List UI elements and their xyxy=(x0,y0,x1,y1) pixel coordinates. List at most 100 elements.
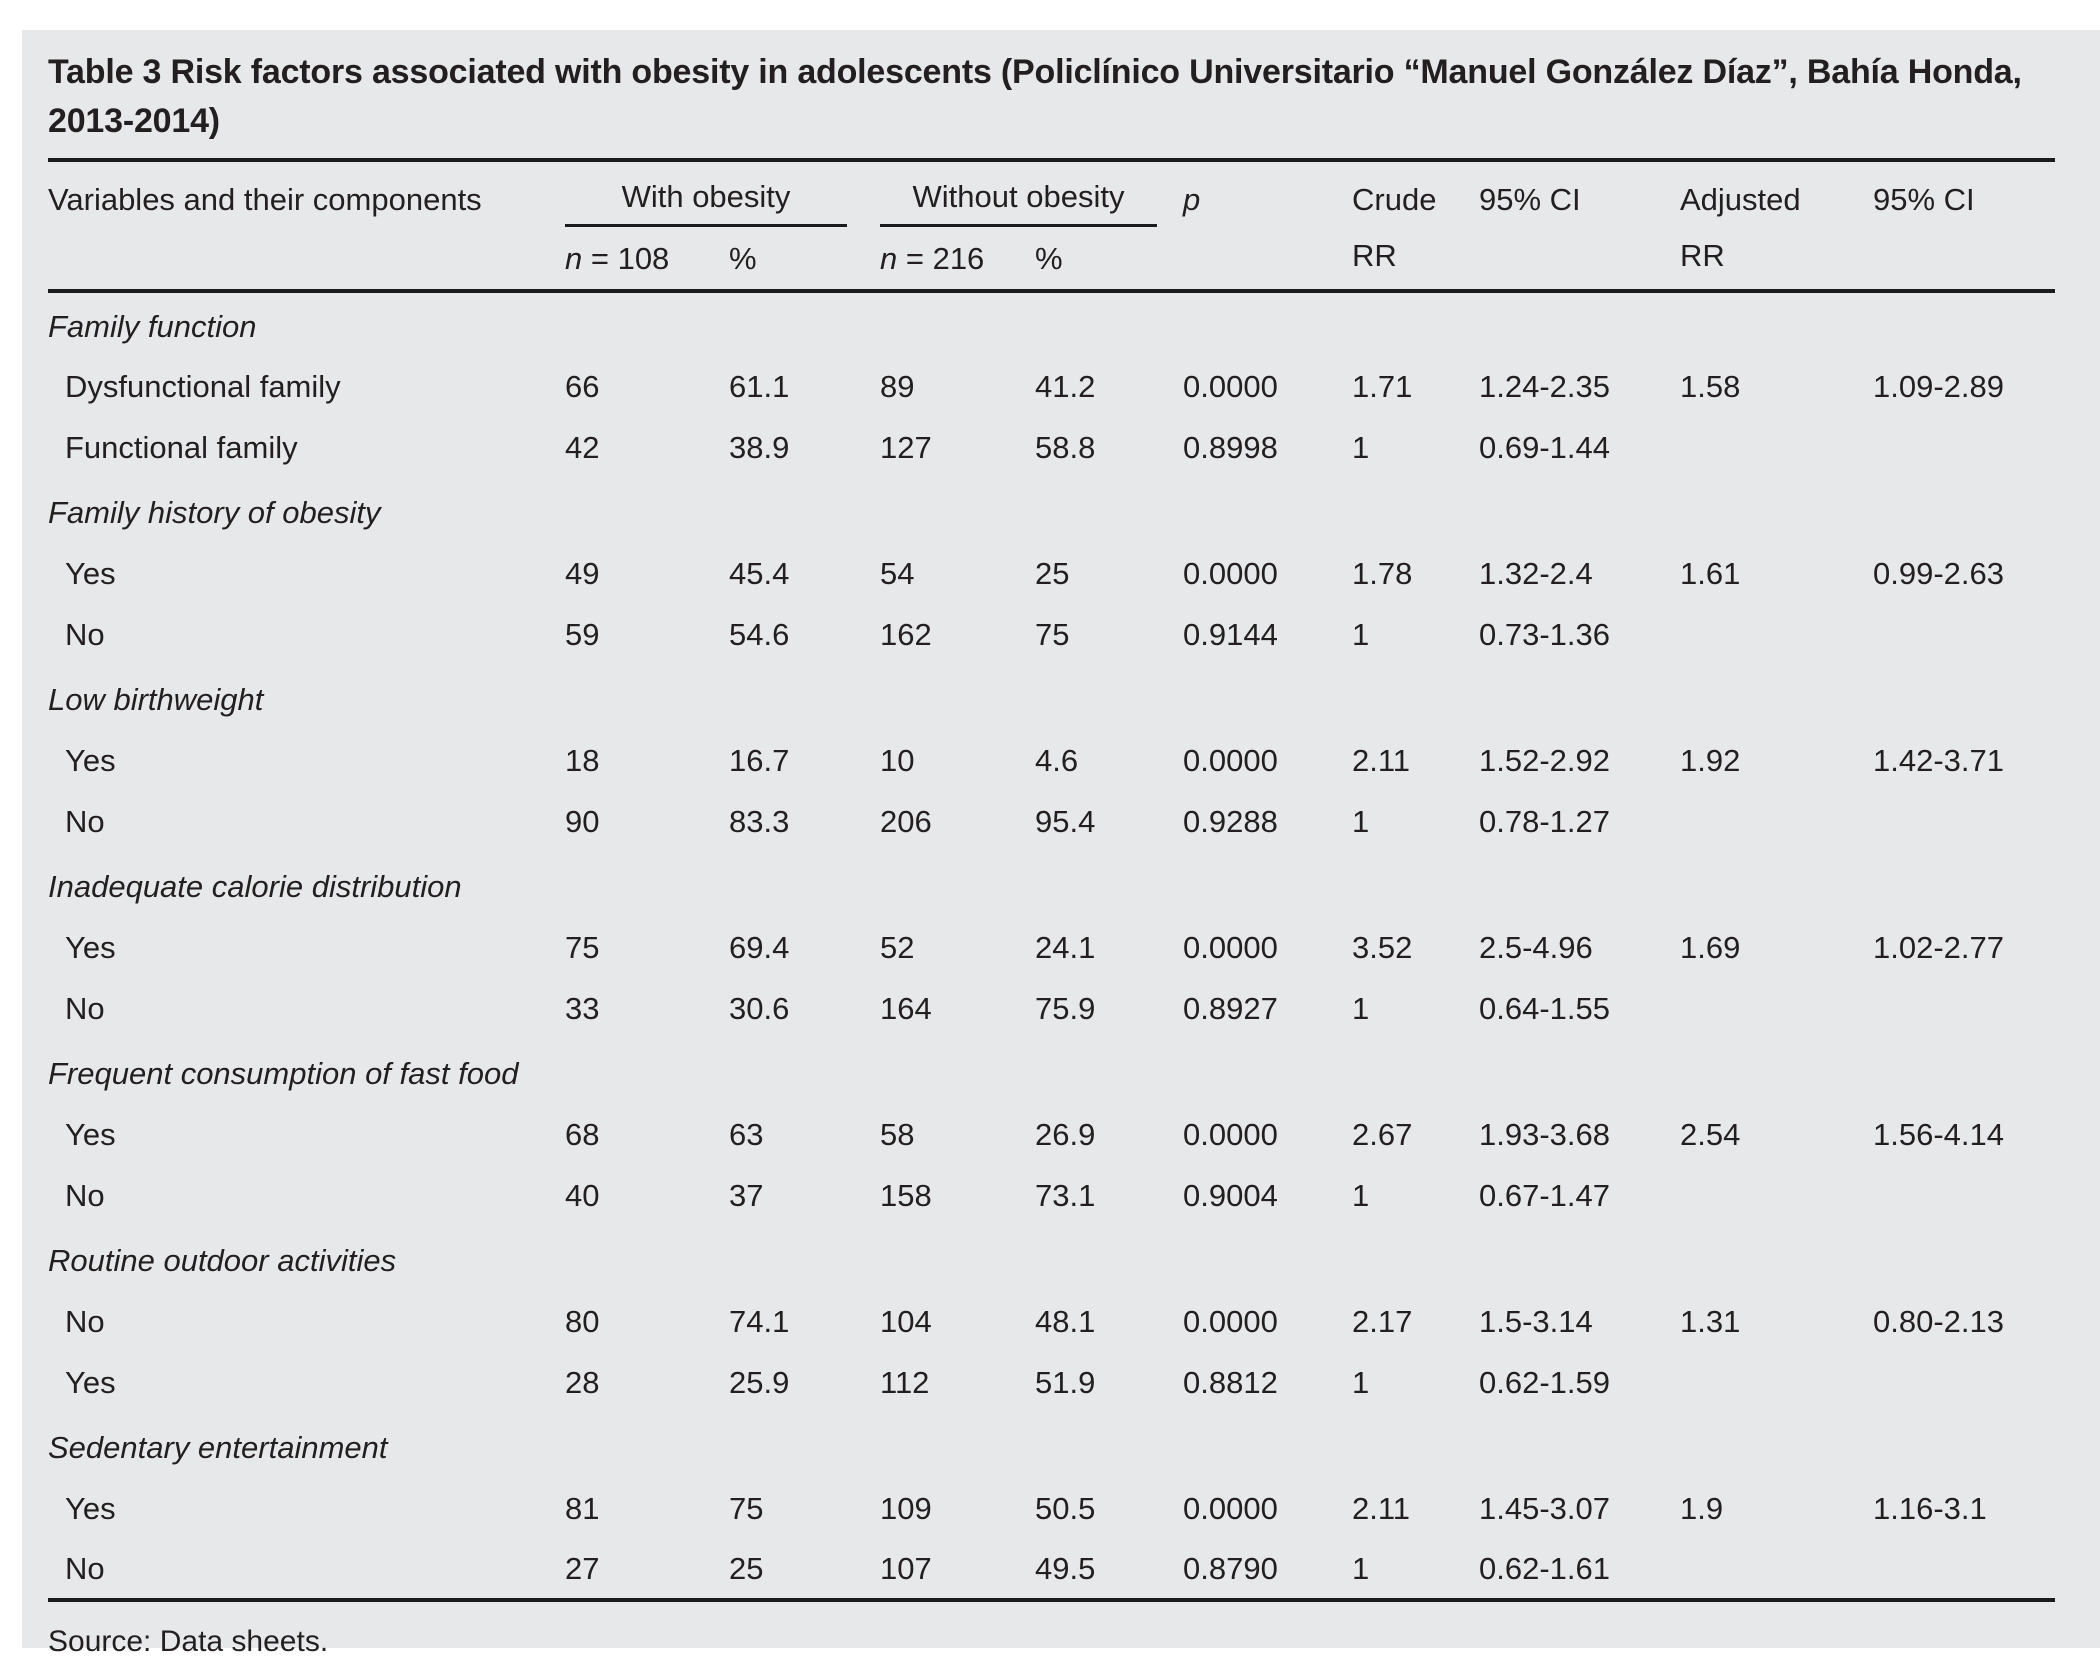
table-row: No 80 74.1 104 48.1 0.0000 2.17 1.5-3.14 1.31 0.8… xyxy=(48,1291,2055,1352)
cell-pct1: 54.6 xyxy=(729,616,790,652)
cell-p: 0.9288 xyxy=(1183,803,1278,839)
cell-p: 0.8790 xyxy=(1183,1550,1278,1586)
cell-pct2: 95.4 xyxy=(1035,803,1096,839)
cell-label: Functional family xyxy=(65,429,298,465)
cell-pct1: 37 xyxy=(729,1177,764,1213)
cell-pct2: 50.5 xyxy=(1035,1490,1096,1526)
col-header-adjusted-rr: Adjusted RR xyxy=(1680,160,1873,291)
cell-ci2: 1.16-3.1 xyxy=(1873,1490,1987,1526)
cell-crude: 1 xyxy=(1352,1550,1370,1586)
with-obesity-label: With obesity xyxy=(565,172,847,227)
cell-p: 0.0000 xyxy=(1183,368,1278,404)
adjusted-line1: Adjusted xyxy=(1680,182,1801,217)
cell-n1: 27 xyxy=(565,1550,600,1586)
table-body: Family function Dysfunctional family 66 61.… xyxy=(48,289,2055,1600)
cell-n1: 18 xyxy=(565,742,600,778)
table-row: Yes 18 16.7 10 4.6 0.0000 2.11 1.52-2.92 1.92 1.4… xyxy=(48,730,2055,791)
cell-p: 0.0000 xyxy=(1183,929,1278,965)
cell-pct2: 49.5 xyxy=(1035,1550,1096,1586)
without-obesity-label: Without obesity xyxy=(880,172,1157,227)
cell-label: No xyxy=(65,1177,105,1213)
cell-crude: 1 xyxy=(1352,429,1370,465)
cell-adj xyxy=(1680,1352,1873,1413)
section-row: Frequent consumption of fast food xyxy=(48,1039,2055,1104)
col-header-variables: Variables and their components xyxy=(48,182,482,217)
section-row: Inadequate calorie distribution xyxy=(48,852,2055,917)
cell-ci1: 1.5-3.14 xyxy=(1479,1303,1593,1339)
col-group-without-obesity: Without obesity xyxy=(880,160,1183,227)
cell-adj: 1.69 xyxy=(1680,929,1741,965)
cell-pct2: 41.2 xyxy=(1035,368,1096,404)
cell-ci1: 1.24-2.35 xyxy=(1479,368,1610,404)
cell-pct2: 25 xyxy=(1035,555,1070,591)
table-row: Functional family 42 38.9 127 58.8 0.8998 1 0.6… xyxy=(48,417,2055,478)
cell-n2: 107 xyxy=(880,1550,932,1586)
cell-pct2: 51.9 xyxy=(1035,1364,1096,1400)
cell-crude: 2.11 xyxy=(1352,1490,1411,1526)
section-label: Frequent consumption of fast food xyxy=(48,1055,519,1091)
cell-crude: 1.71 xyxy=(1352,368,1413,404)
section-row: Sedentary entertainment xyxy=(48,1413,2055,1478)
table-row: No 40 37 158 73.1 0.9004 1 0.67-1.47 xyxy=(48,1165,2055,1226)
cell-p: 0.0000 xyxy=(1183,555,1278,591)
cell-pct1: 38.9 xyxy=(729,429,790,465)
cell-ci2 xyxy=(1873,791,2055,852)
col-header-percent-without: % xyxy=(1035,241,1063,276)
cell-label: No xyxy=(65,990,105,1026)
cell-p: 0.9144 xyxy=(1183,616,1278,652)
cell-adj: 2.54 xyxy=(1680,1116,1741,1152)
cell-adj: 1.58 xyxy=(1680,368,1741,404)
cell-ci1: 0.64-1.55 xyxy=(1479,990,1610,1026)
cell-p: 0.0000 xyxy=(1183,1490,1278,1526)
cell-adj xyxy=(1680,978,1873,1039)
cell-adj: 1.92 xyxy=(1680,742,1741,778)
cell-pct2: 26.9 xyxy=(1035,1116,1096,1152)
cell-crude: 2.17 xyxy=(1352,1303,1413,1339)
cell-label: No xyxy=(65,616,105,652)
cell-ci1: 1.52-2.92 xyxy=(1479,742,1610,778)
cell-n1: 40 xyxy=(565,1177,600,1213)
cell-p: 0.8812 xyxy=(1183,1364,1278,1400)
section-label: Family history of obesity xyxy=(48,494,381,530)
cell-ci1: 2.5-4.96 xyxy=(1479,929,1593,965)
cell-pct2: 73.1 xyxy=(1035,1177,1096,1213)
cell-crude: 2.67 xyxy=(1352,1116,1413,1152)
section-row: Family function xyxy=(48,289,2055,356)
cell-n2: 54 xyxy=(880,555,915,591)
table-row: No 59 54.6 162 75 0.9144 1 0.73-1.36 xyxy=(48,604,2055,665)
cell-ci1: 0.62-1.61 xyxy=(1479,1550,1610,1586)
cell-pct1: 75 xyxy=(729,1490,764,1526)
cell-label: No xyxy=(65,1550,105,1586)
col-header-percent-with: % xyxy=(729,241,757,276)
cell-ci2 xyxy=(1873,417,2055,478)
table-header: Variables and their components With obes… xyxy=(48,160,2055,291)
cell-n2: 127 xyxy=(880,429,932,465)
cell-crude: 1 xyxy=(1352,803,1370,839)
section-row: Routine outdoor activities xyxy=(48,1226,2055,1291)
cell-n1: 81 xyxy=(565,1490,600,1526)
table-row: Yes 75 69.4 52 24.1 0.0000 3.52 2.5-4.96 1.69 1.0… xyxy=(48,917,2055,978)
cell-n2: 109 xyxy=(880,1490,932,1526)
header-row-1: Variables and their components With obes… xyxy=(48,160,2055,273)
cell-ci2: 1.42-3.71 xyxy=(1873,742,2004,778)
cell-p: 0.8927 xyxy=(1183,990,1278,1026)
cell-n1: 66 xyxy=(565,368,600,404)
adjusted-line2: RR xyxy=(1680,238,1725,273)
cell-n2: 10 xyxy=(880,742,915,778)
cell-pct2: 48.1 xyxy=(1035,1303,1096,1339)
cell-crude: 1 xyxy=(1352,1364,1370,1400)
cell-adj xyxy=(1680,604,1873,665)
cell-ci2 xyxy=(1873,978,2055,1039)
col-header-crude-rr: Crude RR xyxy=(1352,160,1479,291)
cell-ci1: 1.32-2.4 xyxy=(1479,555,1593,591)
section-label: Routine outdoor activities xyxy=(48,1242,397,1278)
section-label: Sedentary entertainment xyxy=(48,1429,388,1465)
cell-ci1: 1.93-3.68 xyxy=(1479,1116,1610,1152)
section-label: Low birthweight xyxy=(48,681,264,717)
cell-pct1: 25.9 xyxy=(729,1364,790,1400)
cell-adj xyxy=(1680,791,1873,852)
cell-pct1: 69.4 xyxy=(729,929,790,965)
cell-ci2 xyxy=(1873,1539,2055,1600)
col-group-with-obesity: With obesity xyxy=(565,160,880,227)
